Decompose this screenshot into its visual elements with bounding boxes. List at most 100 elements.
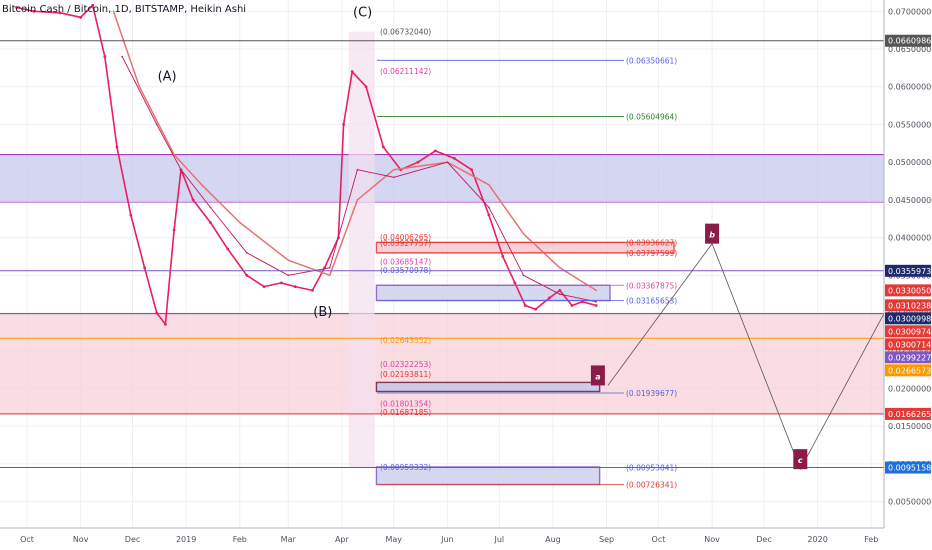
- fib-label: (0.03165653): [626, 297, 677, 306]
- x-tick-label: Oct: [652, 535, 666, 544]
- price-tag: [885, 264, 931, 277]
- fib-label: (0.03927757): [380, 239, 431, 248]
- x-tick-label: 2020: [807, 535, 827, 544]
- y-tick-label: 0.04000000: [888, 234, 932, 243]
- wave-marker-label: a: [595, 372, 600, 381]
- fib-label: (0.05604964): [626, 113, 677, 122]
- price-tag: [885, 312, 931, 325]
- x-tick-label: Feb: [864, 535, 878, 544]
- projection-line: [607, 242, 885, 471]
- fib-label: (0.03936627): [626, 238, 677, 247]
- x-tick-label: 2019: [176, 535, 196, 544]
- data-point: [143, 266, 147, 270]
- data-point: [279, 281, 283, 285]
- price-tag-label: 0.03009743: [888, 327, 932, 336]
- price-tag: [885, 364, 931, 377]
- wave-marker: [793, 449, 808, 470]
- data-point: [534, 307, 538, 311]
- data-point: [356, 168, 359, 171]
- fib-label: (0.06732040): [380, 28, 431, 37]
- fib-label: (0.01939677): [626, 389, 677, 398]
- series-line-1: [16, 4, 597, 326]
- y-tick-label: 0.01500000: [888, 422, 932, 431]
- data-point: [595, 289, 597, 292]
- series-lines: [15, 3, 598, 326]
- data-point: [208, 221, 212, 224]
- data-point: [172, 228, 176, 232]
- data-point: [238, 221, 241, 224]
- data-point: [245, 251, 248, 254]
- data-point: [558, 289, 562, 292]
- x-tick-label: Nov: [704, 535, 720, 544]
- x-tick-label: Oct: [20, 535, 34, 544]
- data-point: [595, 300, 597, 303]
- fib-label: (0.01687185): [380, 408, 431, 417]
- projection-path[interactable]: a b c: [590, 223, 885, 471]
- price-tag-label: 0.03559737: [888, 267, 932, 276]
- data-point: [342, 123, 345, 126]
- data-point: [58, 11, 62, 15]
- data-point: [32, 9, 36, 13]
- y-tick-label: 0.02000000: [888, 384, 932, 393]
- data-point: [328, 274, 331, 277]
- data-point: [487, 213, 491, 217]
- data-point: [392, 176, 395, 179]
- data-point: [138, 85, 141, 88]
- zone-band: [0, 313, 884, 414]
- x-tick-label: Mar: [281, 535, 297, 544]
- data-point: [594, 304, 598, 307]
- data-point: [513, 281, 517, 285]
- wave-marker: [705, 223, 720, 244]
- fib-box: [375, 284, 611, 302]
- y-tick-label: 0.00500000: [888, 498, 932, 507]
- price-tags: 0.06609866 0.03559737 0.03300500 0.03102383…: [885, 34, 932, 474]
- data-point: [523, 304, 527, 307]
- x-axis-bg: [0, 528, 932, 550]
- data-point: [392, 168, 395, 171]
- data-point: [364, 85, 368, 89]
- data-point: [180, 168, 182, 171]
- price-tag-label: 0.02665738: [888, 366, 932, 375]
- y-tick-label: 0.07000000: [888, 7, 932, 16]
- fib-label: (0.03367875): [626, 281, 677, 290]
- x-tick-label: Nov: [73, 535, 89, 544]
- fib-label: (0.02322253): [380, 360, 431, 369]
- x-tick-label: Jul: [493, 535, 504, 544]
- price-tag-label: 0.06609866: [888, 37, 932, 46]
- price-tag-label: 0.00951588: [888, 464, 932, 473]
- data-point: [570, 304, 574, 307]
- price-tag: [885, 461, 931, 474]
- data-point: [191, 198, 195, 202]
- data-point: [522, 233, 525, 235]
- price-tag: [885, 299, 931, 312]
- zones: [0, 154, 884, 415]
- x-tick-label: Feb: [233, 535, 247, 544]
- data-point: [209, 206, 212, 209]
- fib-label: (0.03797599): [626, 249, 677, 258]
- fib-label: (0.04006265): [380, 233, 431, 242]
- price-tag-label: 0.03007144: [888, 340, 932, 349]
- zone-band: [0, 154, 884, 203]
- data-point: [580, 300, 584, 304]
- fib-label: (0.06350661): [626, 56, 677, 65]
- series-line-3: [121, 56, 597, 303]
- x-tick-label: May: [385, 535, 402, 544]
- x-tick-label: Jun: [440, 535, 454, 544]
- y-tick-label: 0.06000000: [888, 83, 932, 92]
- data-point: [112, 10, 115, 13]
- data-point: [15, 6, 19, 9]
- data-point: [559, 266, 561, 269]
- wave-label: (B): [313, 305, 332, 320]
- y-tick-label: 0.02500000: [888, 347, 932, 356]
- y-tick-label: 0.05500000: [888, 120, 932, 129]
- fib-box: [375, 381, 601, 393]
- y-tick-label: 0.04500000: [888, 196, 932, 205]
- fib-label: (0.03570978): [380, 266, 431, 275]
- price-tag: [885, 351, 931, 364]
- data-point: [416, 160, 420, 164]
- data-point: [548, 296, 551, 300]
- data-point: [559, 293, 561, 295]
- data-point: [350, 70, 354, 74]
- data-point: [287, 259, 290, 262]
